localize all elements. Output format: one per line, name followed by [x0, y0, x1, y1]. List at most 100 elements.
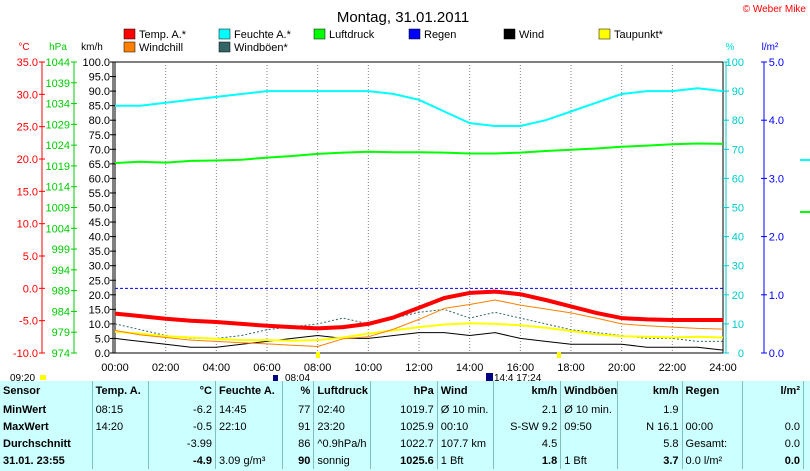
temp-axis-unit: °C [18, 42, 29, 53]
table-cell: 09:50 [560, 418, 618, 435]
table-cell: N 16.1 [617, 418, 683, 435]
table-cell: 0.0 [742, 418, 804, 435]
wind-tick-label: 5.0 [95, 333, 110, 345]
x-tick-label: 02:00 [152, 362, 180, 374]
wind-tick-label: 100.0 [82, 57, 110, 69]
legend-swatch [218, 41, 231, 53]
table-cell: 08:15 [92, 401, 150, 418]
legend: Temp. A.* Feuchte A.* Luftdruck Regen Wind Ta… [123, 28, 664, 54]
table-cell: 3.7 [617, 452, 683, 469]
rain-tick-label: 4.0 [769, 115, 784, 127]
table-cell [742, 401, 804, 418]
x-tick-label: 12:00 [405, 362, 433, 374]
left-marker-dot [40, 375, 46, 380]
table-cell: 0.0 [742, 435, 804, 452]
table-cell: % [282, 381, 315, 401]
pressure-tick-label: 1044 [46, 57, 70, 69]
legend-swatch [598, 28, 611, 40]
humidity-tick-label: 80 [732, 115, 744, 127]
table-cell: 14:45 [215, 401, 283, 418]
table-cell: 1.9 [617, 401, 683, 418]
table-cell: 31.01. 23:55 [0, 452, 93, 469]
table-cell: 0.0 [742, 452, 804, 469]
table-cell: °C [148, 381, 216, 401]
temp-tick-label: 15.0 [17, 186, 38, 198]
wind-tick-label: 65.0 [89, 159, 110, 171]
temp-tick-label: -5.0 [19, 316, 38, 328]
marker-1700 [557, 352, 561, 358]
table-cell: -4.9 [148, 452, 216, 469]
table-cell: 1022.7 [370, 435, 438, 452]
legend-item: Regen [408, 28, 456, 41]
series-line-feuchte-a [115, 87, 724, 127]
table-cell: 22:10 [215, 418, 283, 435]
humidity-tick-label: 30 [732, 261, 744, 273]
table-cell: 1025.6 [370, 452, 438, 469]
chart-title: Montag, 31.01.2011 [337, 9, 469, 26]
table-cell: sonnig [313, 452, 371, 469]
legend-item: Windchill [123, 41, 183, 54]
wind-tick-label: 60.0 [89, 173, 110, 185]
axes: 35.0 30.0 25.0 20.0 15.0 10.0 5.0 0.0 -5.0 -10.0 1… [13, 57, 784, 360]
humidity-tick-label: 0 [738, 348, 744, 360]
table-cell: -3.99 [148, 435, 216, 452]
wind-tick-label: 70.0 [89, 144, 110, 156]
wind-tick-label: 40.0 [89, 232, 110, 244]
humidity-axis-unit: % [726, 42, 735, 53]
table-cell: 2.1 [493, 401, 562, 418]
table-row: 31.01. 23:55 -4.9 3.09 g/m³ 90 sonnig 1025.6 1… [0, 452, 804, 469]
table-cell: 90 [282, 452, 315, 469]
table-row: MinWert 08:15 -6.2 14:45 77 02:40 1019.7 Ø 10 m… [0, 401, 804, 418]
table-cell [682, 401, 744, 418]
table-cell: 14:20 [92, 418, 150, 435]
wind-tick-label: 80.0 [89, 115, 110, 127]
x-tick-label: 08:00 [304, 362, 332, 374]
wind-tick-label: 10.0 [89, 319, 110, 331]
humidity-tick-label: 100 [726, 57, 744, 69]
table-cell: -6.2 [148, 401, 216, 418]
x-tick-label: 00:00 [101, 362, 129, 374]
pressure-tick-label: 1004 [46, 223, 70, 235]
wind-tick-label: 75.0 [89, 130, 110, 142]
sunset-marker [486, 373, 493, 381]
wind-tick-label: 50.0 [89, 203, 110, 215]
x-tick-label: 06:00 [253, 362, 281, 374]
wind-tick-label: 35.0 [89, 246, 110, 258]
pressure-tick-label: 1024 [46, 140, 70, 152]
temp-tick-label: 20.0 [17, 154, 38, 166]
rain-tick-label: 3.0 [769, 173, 784, 185]
table-cell: 86 [282, 435, 315, 452]
wind-tick-label: 0.0 [95, 348, 110, 360]
table-cell: Feuchte A. [215, 381, 283, 401]
table-cell: 107.7 km [437, 435, 495, 452]
table-row: MaxWert 14:20 -0.5 22:10 91 23:20 1025.9 00:10 S… [0, 418, 804, 435]
legend-item: Luftdruck [313, 28, 375, 41]
series-line-taupunkt [114, 322, 724, 342]
rain-axis-unit: l/m² [762, 42, 779, 53]
humidity-tick-label: 60 [732, 173, 744, 185]
series-line-temp-a [114, 289, 723, 331]
event-markers: 08:04 14:4 17:24 09:20 [10, 352, 561, 381]
humidity-tick-label: 40 [732, 232, 744, 244]
table-cell: Luftdruck [313, 381, 371, 401]
x-tick-label: 22:00 [659, 362, 687, 374]
humidity-tick-label: 70 [732, 144, 744, 156]
table-cell: 77 [282, 401, 315, 418]
temp-tick-label: 30.0 [17, 89, 38, 101]
table-cell: 23:20 [313, 418, 371, 435]
table-cell [92, 435, 150, 452]
table-cell [215, 435, 283, 452]
table-cell: MinWert [0, 401, 93, 418]
temp-tick-label: 5.0 [23, 251, 38, 263]
legend-swatch [218, 28, 231, 40]
temp-tick-label: 35.0 [17, 57, 38, 69]
humidity-tick-label: 90 [732, 86, 744, 98]
rain-tick-label: 1.0 [769, 290, 784, 302]
legend-label: Wind [519, 29, 544, 41]
table-cell: l/m² [742, 381, 804, 401]
rain-tick-label: 5.0 [769, 57, 784, 69]
wind-tick-label: 85.0 [89, 101, 110, 113]
temp-tick-label: -10.0 [13, 348, 38, 360]
temp-tick-label: 0.0 [23, 283, 38, 295]
humidity-tick-label: 10 [732, 319, 744, 331]
